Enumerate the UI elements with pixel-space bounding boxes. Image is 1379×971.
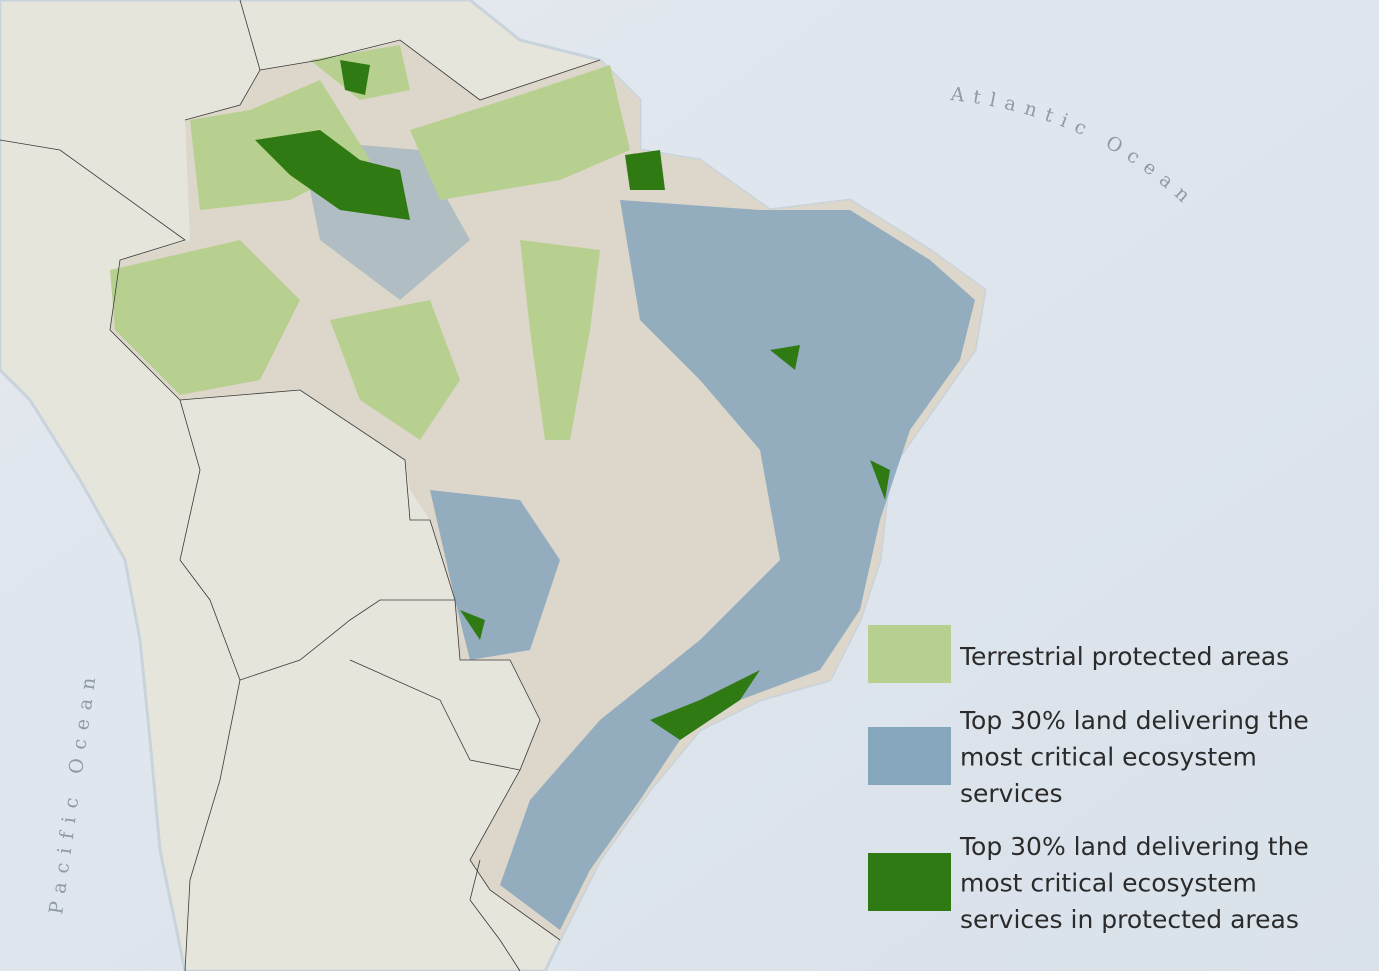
legend-text: services <box>960 779 1063 808</box>
legend-text: most critical ecosystem <box>960 869 1257 898</box>
light-green-areas <box>110 45 630 440</box>
legend-swatch <box>868 853 951 911</box>
legend-swatch <box>868 625 951 683</box>
legend-swatch <box>868 727 951 785</box>
legend: Terrestrial protected areas Top 30% land … <box>868 625 1309 934</box>
legend-text: services in protected areas <box>960 905 1299 934</box>
legend-text: Terrestrial protected areas <box>959 642 1289 671</box>
country-borders <box>0 0 601 971</box>
legend-text: Top 30% land delivering the <box>959 706 1309 735</box>
legend-text: Top 30% land delivering the <box>959 832 1309 861</box>
legend-text: most critical ecosystem <box>960 743 1257 772</box>
dark-green-areas <box>255 60 890 740</box>
